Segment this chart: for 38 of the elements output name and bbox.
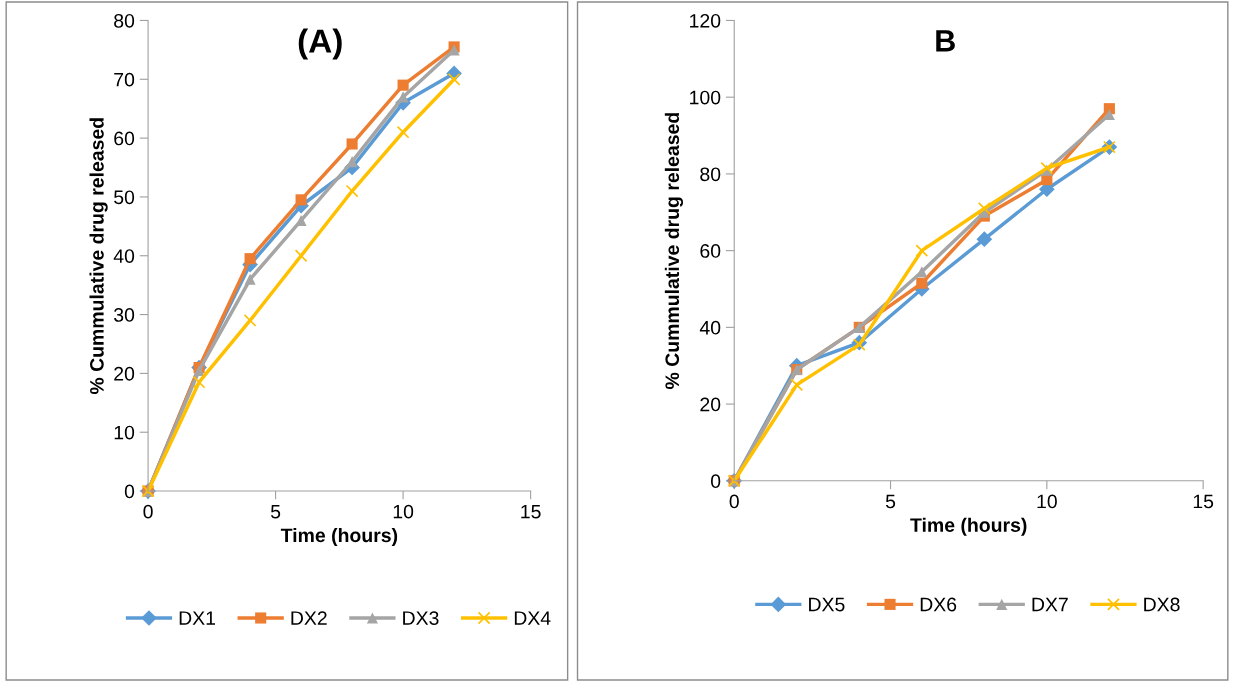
- y-tick-label: 80: [114, 13, 135, 28]
- legend-label: DX5: [809, 597, 845, 612]
- legend-label: DX6: [920, 597, 957, 612]
- x-tick-label: 15: [521, 504, 541, 519]
- y-tick-label: 100: [690, 90, 721, 105]
- x-tick-label: 0: [729, 494, 739, 509]
- y-tick-label: 30: [114, 308, 135, 322]
- x-axis-title: Time (hours): [910, 517, 1027, 536]
- x-axis-title: Time (hours): [280, 527, 398, 547]
- chart-title: B: [936, 30, 955, 52]
- y-tick-label: 0: [124, 484, 135, 499]
- y-tick-label: 80: [700, 167, 721, 182]
- y-axis-title: % Cummulative drug released: [664, 113, 684, 389]
- y-tick-label: 20: [114, 366, 135, 381]
- legend-label: DX1: [179, 611, 216, 625]
- y-tick-label: 40: [113, 249, 135, 263]
- legend-label: DX8: [1144, 597, 1180, 612]
- x-tick-label: 5: [270, 504, 281, 519]
- chart-title: (A): [298, 28, 342, 60]
- y-tick-label: 10: [114, 425, 135, 440]
- y-tick-label: 120: [690, 13, 721, 28]
- legend-label: DX3: [403, 611, 439, 625]
- legend-label: DX4: [514, 611, 551, 625]
- x-tick-label: 15: [1193, 494, 1214, 509]
- x-tick-label: 5: [885, 494, 896, 509]
- y-tick-label: 70: [114, 72, 135, 87]
- x-tick-label: 10: [393, 504, 414, 519]
- x-tick-label: 0: [143, 504, 153, 519]
- y-tick-label: 0: [710, 474, 721, 489]
- x-tick-label: 10: [1037, 494, 1057, 509]
- legend-label: DX2: [291, 611, 327, 625]
- y-tick-label: 60: [114, 131, 135, 146]
- y-tick-label: 40: [699, 320, 721, 335]
- y-tick-label: 20: [700, 397, 721, 412]
- legend-label: DX7: [1032, 597, 1068, 612]
- y-tick-label: 60: [700, 244, 721, 258]
- y-axis-title: % Cummulative drug released: [89, 118, 108, 395]
- y-tick-label: 50: [114, 190, 135, 205]
